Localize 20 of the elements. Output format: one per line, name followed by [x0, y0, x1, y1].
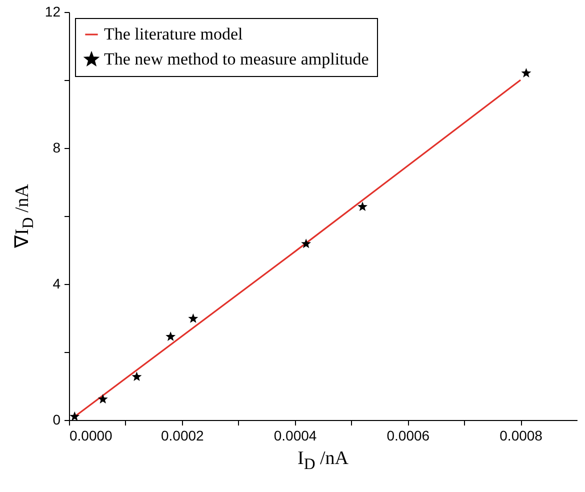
- y-tick-label: 0: [52, 412, 61, 428]
- x-tick-label: 0.0006: [386, 428, 430, 444]
- point: [70, 411, 80, 421]
- x-axis-title: I$_{D}$ /nA: [297, 448, 349, 474]
- y-tick-label: 4: [52, 276, 61, 292]
- x-tick-label: 0.0008: [500, 428, 543, 444]
- point: [98, 394, 108, 404]
- point: [301, 238, 312, 248]
- x-tick-label: 0.0000: [70, 428, 113, 444]
- x-tick-label: 0.0004: [274, 428, 317, 444]
- point: [132, 372, 142, 382]
- point: [358, 202, 368, 212]
- y-tick-label: 8: [52, 140, 61, 156]
- point: [166, 331, 176, 341]
- x-tick-label: 0.0002: [160, 428, 204, 444]
- point: [521, 68, 532, 78]
- legend-label: The new method to measure amplitude: [104, 50, 369, 68]
- point: [188, 313, 198, 323]
- legend-label: The literature model: [104, 24, 244, 44]
- y-tick-label: 12: [44, 4, 61, 20]
